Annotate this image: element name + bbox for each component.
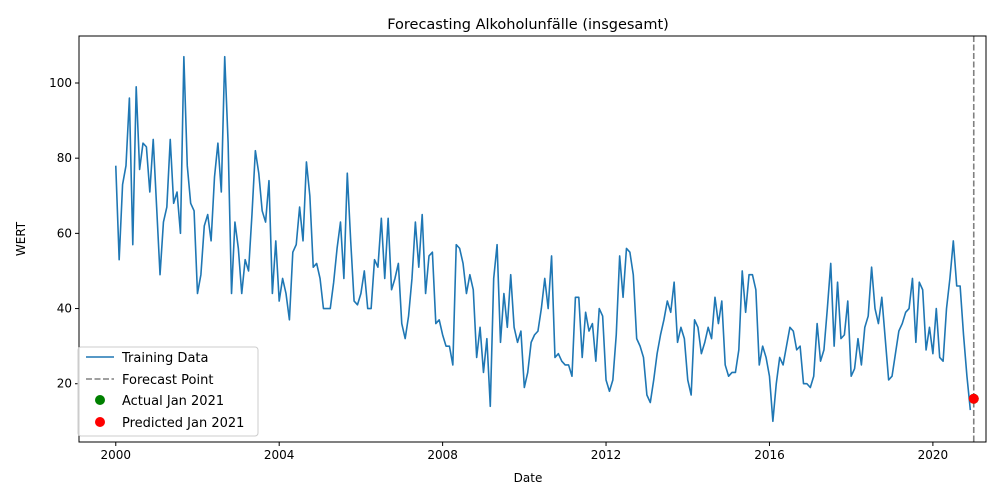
- predicted-jan-2021-point: [968, 393, 979, 404]
- plot-frame: [78, 35, 987, 443]
- legend-label-forecast-point: Forecast Point: [122, 373, 213, 388]
- x-tick-label: 2016: [754, 448, 785, 462]
- legend-label-training-data: Training Data: [121, 351, 208, 366]
- legend: Training Data Forecast Point Actual Jan …: [77, 346, 259, 437]
- legend-box: [77, 346, 259, 437]
- x-tick-label: 2020: [918, 448, 949, 462]
- legend-label-predicted: Predicted Jan 2021: [122, 416, 244, 431]
- x-tick-label: 2004: [264, 448, 295, 462]
- x-axis-ticks: 2000 2004 2008 2012 2016 2020: [100, 442, 948, 462]
- y-axis-ticks: 20 40 60 80 100: [49, 76, 79, 391]
- y-axis-label: WERT: [14, 221, 28, 256]
- x-tick-label: 2000: [100, 448, 131, 462]
- plot-marks: [114, 36, 979, 442]
- x-axis-label: Date: [514, 471, 543, 485]
- x-tick-label: 2008: [427, 448, 458, 462]
- legend-swatch-predicted: [95, 417, 105, 427]
- legend-label-actual: Actual Jan 2021: [122, 394, 224, 409]
- y-tick-label: 40: [57, 302, 72, 316]
- series-line-training-data: [114, 55, 972, 423]
- y-tick-label: 20: [57, 377, 72, 391]
- chart-title: Forecasting Alkoholunfälle (insgesamt): [387, 17, 669, 33]
- y-tick-label: 100: [49, 76, 72, 90]
- y-tick-label: 80: [57, 151, 72, 165]
- legend-swatch-actual: [95, 395, 105, 405]
- x-tick-label: 2012: [591, 448, 622, 462]
- y-tick-label: 60: [57, 226, 72, 240]
